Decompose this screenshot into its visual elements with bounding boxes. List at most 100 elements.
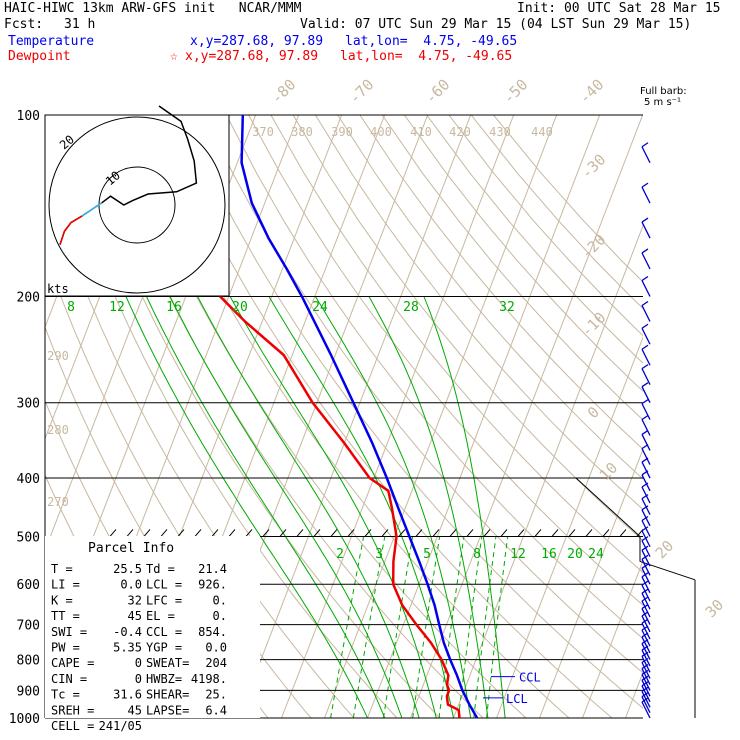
wind-barb xyxy=(641,429,651,451)
barb-feather xyxy=(641,470,649,476)
pressure-tick-label: 600 xyxy=(17,578,40,593)
wind-barb xyxy=(641,142,651,164)
barb-staff xyxy=(641,549,651,567)
model-title: HAIC-HIWC 13km ARW-GFS init NCAR/MMM xyxy=(4,1,302,16)
barb-feather xyxy=(641,639,649,645)
forecast-label: Fcst: xyxy=(4,17,44,32)
wind-barb xyxy=(641,596,651,618)
isotherm-line xyxy=(453,224,643,718)
barb-feather xyxy=(641,505,649,511)
barb-feather xyxy=(641,142,649,148)
barb-feather xyxy=(641,596,649,602)
isotherm-label: -10 xyxy=(578,309,610,341)
parcel-label: K = xyxy=(51,593,73,607)
barb-staff xyxy=(641,662,651,679)
barb-staff xyxy=(641,327,651,345)
hatch-mark xyxy=(177,529,185,537)
hatch-mark xyxy=(228,529,236,537)
moist-adiabat-label: 16 xyxy=(166,300,182,315)
wind-barb xyxy=(641,470,651,492)
barb-feather xyxy=(641,364,649,370)
parcel-value: 25.5 xyxy=(113,562,142,576)
parcel-label: SWI = xyxy=(51,625,87,639)
barb-staff xyxy=(641,186,651,204)
hatch-mark xyxy=(143,529,151,537)
barb-feather xyxy=(641,482,649,488)
wind-barb xyxy=(641,657,651,679)
barb-feather xyxy=(641,675,649,681)
parcel-value: 204 xyxy=(205,656,227,670)
parcel-label: T = xyxy=(51,562,73,576)
hatch-mark xyxy=(109,529,117,537)
hatch-mark xyxy=(296,529,304,537)
dry-adiabat-line xyxy=(403,115,643,392)
dewpoint-xy: x,y=287.68, 97.89 xyxy=(185,49,319,64)
hatch-mark xyxy=(364,529,372,537)
wind-barb xyxy=(641,639,651,660)
parcel-label: CELL = xyxy=(51,719,94,733)
mixing-ratio-line xyxy=(383,536,414,718)
hatch-mark xyxy=(262,529,270,537)
barb-feather xyxy=(641,611,649,617)
barb-feather xyxy=(641,515,649,522)
barb-staff xyxy=(641,656,651,673)
parcel-label: CAPE = xyxy=(51,656,94,670)
wind-barb xyxy=(641,632,651,654)
parcel-value: 25. xyxy=(205,688,227,702)
parcel-label: EL = xyxy=(146,609,175,623)
theta-label: 280 xyxy=(47,423,69,437)
barb-feather xyxy=(641,344,649,350)
parcel-label: Td = xyxy=(146,562,175,576)
parcel-value: 0. xyxy=(213,609,227,623)
wind-barb xyxy=(641,217,651,239)
barb-feather xyxy=(641,399,649,405)
barb-staff xyxy=(641,419,651,436)
isotherm-label: 20 xyxy=(652,537,678,563)
theta-label: 400 xyxy=(370,125,392,139)
dry-adiabat-line xyxy=(337,115,643,480)
parcel-label: LCL = xyxy=(146,578,182,592)
boundary-line xyxy=(575,477,641,537)
barb-staff xyxy=(641,629,651,647)
theta-label: 390 xyxy=(331,125,353,139)
pressure-tick-label: 1000 xyxy=(9,712,40,727)
hatch-mark xyxy=(432,529,440,537)
moist-adiabat-label: 8 xyxy=(67,300,75,315)
chart-header: HAIC-HIWC 13km ARW-GFS init NCAR/MMM Ini… xyxy=(0,0,740,70)
dry-adiabat-line xyxy=(270,115,643,574)
barb-staff xyxy=(641,540,651,557)
wind-barb xyxy=(641,604,651,625)
parcel-label: SWEAT= xyxy=(146,656,189,670)
barb-staff xyxy=(641,592,651,610)
mixing-ratio-line xyxy=(352,536,386,718)
mixing-ratio-line xyxy=(438,536,465,718)
barb-feather xyxy=(641,618,649,624)
barb-staff xyxy=(641,221,651,239)
barb-staff xyxy=(641,252,651,270)
isotherm-line xyxy=(625,671,643,718)
dewpoint-marker-icon: ☆ xyxy=(170,49,178,64)
wind-barb xyxy=(641,526,651,548)
pressure-tick-label: 700 xyxy=(17,619,40,634)
dry-adiabat-line xyxy=(225,115,643,640)
isotherm-line xyxy=(281,115,515,718)
hatch-mark xyxy=(517,529,525,537)
barb-key-line2: 5 m s⁻¹ xyxy=(644,97,681,108)
hatch-mark xyxy=(245,529,253,537)
hatch-mark xyxy=(449,529,457,537)
parcel-value: 0. xyxy=(213,593,227,607)
barb-staff xyxy=(641,622,651,640)
dewpoint-legend: Dewpoint xyxy=(8,49,71,64)
barb-staff xyxy=(641,584,651,602)
dry-adiabat-line xyxy=(314,115,643,511)
wind-barb xyxy=(641,300,651,322)
hatch-mark xyxy=(381,529,389,537)
barb-staff xyxy=(641,701,651,719)
parcel-value: 926. xyxy=(198,578,227,592)
isotherm-line xyxy=(496,336,643,718)
hatch-mark xyxy=(126,529,134,537)
temperature-latlon: lat,lon= 4.75, -49.65 xyxy=(345,34,518,49)
parcel-value: 0.0 xyxy=(205,641,227,655)
pressure-tick-label: 200 xyxy=(17,291,40,306)
mixing-ratio-label: 3 xyxy=(375,547,383,562)
